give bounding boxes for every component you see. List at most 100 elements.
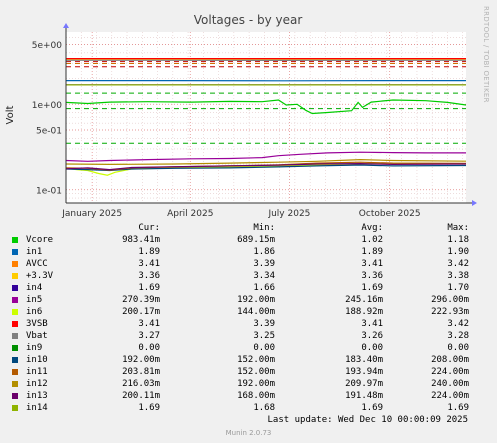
legend-series-name: in5: [26, 295, 43, 305]
legend-row: Vcore 983.41m 689.15m 1.02 1.18: [12, 234, 482, 246]
legend-row: in5 270.39m 192.00m 245.16m 296.00m: [12, 294, 482, 306]
legend-avg-value: 1.89: [361, 247, 383, 257]
rrdtool-credit: RRDTOOL / TOBI OETIKER: [482, 6, 490, 103]
legend-min-value: 0.00: [253, 343, 275, 353]
y-tick-label: 1e+00: [32, 101, 63, 111]
legend-row: Vbat 3.27 3.25 3.26 3.28: [12, 330, 482, 342]
legend-cur-value: 983.41m: [122, 235, 160, 245]
legend-cur-value: 200.17m: [122, 307, 160, 317]
series-line-in12: [65, 158, 467, 166]
legend-series-name: in12: [26, 379, 48, 389]
legend-cur-value: 192.00m: [122, 355, 160, 365]
legend-swatch: [12, 297, 18, 303]
legend-swatch: [12, 369, 18, 375]
legend-min-value: 3.39: [253, 319, 275, 329]
y-tick-label: 5e+00: [32, 41, 63, 51]
legend-avg-value: 0.00: [361, 343, 383, 353]
legend-series-name: in9: [26, 343, 43, 353]
legend-row: AVCC 3.41 3.39 3.41 3.42: [12, 258, 482, 270]
legend-series-name: in10: [26, 355, 48, 365]
legend-header-cur: Cur:: [138, 223, 160, 233]
legend-avg-value: 193.94m: [345, 367, 383, 377]
legend-row: in12 216.03m 192.00m 209.97m 240.00m: [12, 378, 482, 390]
legend-min-value: 3.25: [253, 331, 275, 341]
last-update: Last update: Wed Dec 10 00:00:09 2025: [267, 415, 468, 425]
legend-min-value: 152.00m: [237, 355, 275, 365]
legend-swatch: [12, 285, 18, 291]
legend-cur-value: 1.69: [138, 403, 160, 413]
legend-series-name: in11: [26, 367, 48, 377]
legend-cur-value: 203.81m: [122, 367, 160, 377]
legend-avg-value: 3.41: [361, 319, 383, 329]
series-line-in10: [65, 164, 467, 172]
legend-avg-value: 3.41: [361, 259, 383, 269]
legend-row: in9 0.00 0.00 0.00 0.00: [12, 342, 482, 354]
x-tick-label: April 2025: [167, 209, 213, 218]
legend-max-value: 1.70: [447, 283, 469, 293]
legend-cur-value: 1.89: [138, 247, 160, 257]
legend-max-value: 1.69: [447, 403, 469, 413]
legend-cur-value: 200.11m: [122, 391, 160, 401]
legend-series-name: 3VSB: [26, 319, 48, 329]
legend-row: in1 1.89 1.86 1.89 1.90: [12, 246, 482, 258]
legend-max-value: 296.00m: [431, 295, 469, 305]
legend-avg-value: 191.48m: [345, 391, 383, 401]
legend-row: in13 200.11m 168.00m 191.48m 224.00m: [12, 390, 482, 402]
legend-min-value: 192.00m: [237, 379, 275, 389]
series-line-in13: [65, 162, 467, 171]
legend-row: in14 1.69 1.68 1.69 1.69: [12, 402, 482, 414]
legend-swatch: [12, 237, 18, 243]
chart-title: Voltages - by year: [194, 13, 303, 27]
legend-max-value: 224.00m: [431, 367, 469, 377]
legend-row: in11 203.81m 152.00m 193.94m 224.00m: [12, 366, 482, 378]
legend-header-min: Min:: [253, 223, 275, 233]
legend-avg-value: 3.36: [361, 271, 383, 281]
munin-version: Munin 2.0.73: [225, 429, 272, 437]
legend-max-value: 240.00m: [431, 379, 469, 389]
legend-max-value: 222.93m: [431, 307, 469, 317]
legend-swatch: [12, 249, 18, 255]
y-axis-arrow-icon: [63, 23, 69, 28]
legend-cur-value: 3.41: [138, 319, 160, 329]
legend-min-value: 3.34: [253, 271, 275, 281]
legend-min-value: 1.66: [253, 283, 275, 293]
y-tick-label: 5e-01: [36, 126, 62, 136]
legend-avg-value: 209.97m: [345, 379, 383, 389]
legend-min-value: 144.00m: [237, 307, 275, 317]
legend-series-name: Vcore: [26, 235, 54, 245]
legend-avg-value: 245.16m: [345, 295, 383, 305]
legend-max-value: 0.00: [447, 343, 469, 353]
legend-row: 3VSB 3.41 3.39 3.41 3.42: [12, 318, 482, 330]
legend-series-name: in14: [26, 403, 48, 413]
legend-min-value: 689.15m: [237, 235, 275, 245]
legend-max-value: 208.00m: [431, 355, 469, 365]
legend-cur-value: 216.03m: [122, 379, 160, 389]
legend-series-name: AVCC: [26, 259, 48, 269]
legend-swatch: [12, 309, 18, 315]
legend-header: Cur: Min: Avg: Max:: [12, 222, 482, 234]
legend-series-name: in1: [26, 247, 43, 257]
legend-swatch: [12, 345, 18, 351]
x-tick-label: October 2025: [359, 209, 421, 218]
legend-swatch: [12, 381, 18, 387]
y-tick-label: 1e-01: [36, 186, 62, 196]
legend-max-value: 3.42: [447, 319, 469, 329]
y-axis-label: Volt: [5, 105, 16, 124]
legend-series-name: in6: [26, 307, 43, 317]
legend-row: +3.3V 3.36 3.34 3.36 3.38: [12, 270, 482, 282]
legend-table: Cur: Min: Avg: Max: Vcore 983.41m 689.15m 1…: [12, 222, 482, 414]
legend-avg-value: 3.26: [361, 331, 383, 341]
legend-row: in6 200.17m 144.00m 188.92m 222.93m: [12, 306, 482, 318]
legend-avg-value: 183.40m: [345, 355, 383, 365]
legend-cur-value: 270.39m: [122, 295, 160, 305]
legend-max-value: 224.00m: [431, 391, 469, 401]
legend-swatch: [12, 405, 18, 411]
voltage-chart: Voltages - by year Volt 5e+00 1e+00 5e-01 1…: [5, 13, 477, 218]
legend-row: in4 1.69 1.66 1.69 1.70: [12, 282, 482, 294]
legend-series-name: in13: [26, 391, 48, 401]
legend-avg-value: 188.92m: [345, 307, 383, 317]
legend-swatch: [12, 357, 18, 363]
legend-cur-value: 0.00: [138, 343, 160, 353]
legend-max-value: 3.28: [447, 331, 469, 341]
